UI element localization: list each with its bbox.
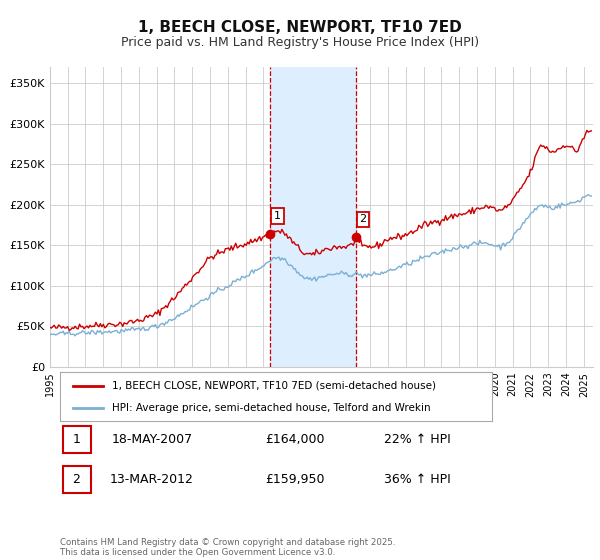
Text: 1, BEECH CLOSE, NEWPORT, TF10 7ED: 1, BEECH CLOSE, NEWPORT, TF10 7ED xyxy=(138,20,462,35)
Text: 18-MAY-2007: 18-MAY-2007 xyxy=(111,433,193,446)
Text: 13-MAR-2012: 13-MAR-2012 xyxy=(110,473,194,486)
Text: 1, BEECH CLOSE, NEWPORT, TF10 7ED (semi-detached house): 1, BEECH CLOSE, NEWPORT, TF10 7ED (semi-… xyxy=(112,381,436,391)
Text: HPI: Average price, semi-detached house, Telford and Wrekin: HPI: Average price, semi-detached house,… xyxy=(112,403,430,413)
FancyBboxPatch shape xyxy=(62,466,91,493)
Text: 2: 2 xyxy=(73,473,80,486)
Text: 2: 2 xyxy=(359,214,367,225)
Text: 36% ↑ HPI: 36% ↑ HPI xyxy=(383,473,451,486)
Text: Price paid vs. HM Land Registry's House Price Index (HPI): Price paid vs. HM Land Registry's House … xyxy=(121,36,479,49)
FancyBboxPatch shape xyxy=(62,426,91,453)
Bar xyxy=(270,67,356,367)
Text: £159,950: £159,950 xyxy=(265,473,325,486)
Text: 22% ↑ HPI: 22% ↑ HPI xyxy=(383,433,451,446)
Text: 1: 1 xyxy=(274,211,281,221)
Text: Contains HM Land Registry data © Crown copyright and database right 2025.
This d: Contains HM Land Registry data © Crown c… xyxy=(60,538,395,557)
Text: 1: 1 xyxy=(73,433,80,446)
Text: £164,000: £164,000 xyxy=(265,433,325,446)
